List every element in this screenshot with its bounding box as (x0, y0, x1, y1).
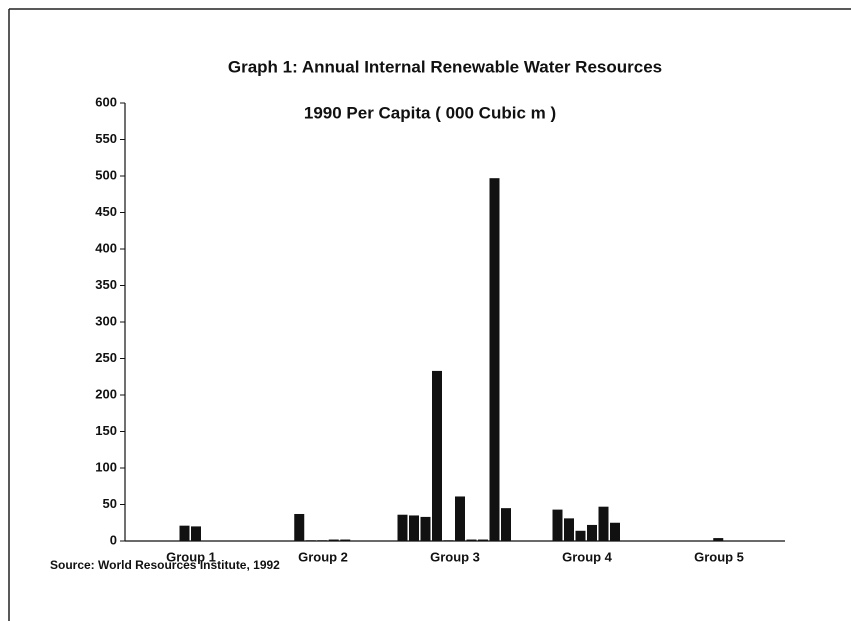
bar (443, 540, 454, 541)
bar (340, 539, 351, 541)
x-tick-label: Group 3 (430, 549, 480, 564)
bar (564, 518, 574, 541)
bar (478, 539, 488, 541)
x-tick-label: Group 1 (166, 549, 216, 564)
y-tick-label: 400 (95, 240, 117, 255)
bar (409, 515, 419, 541)
bar (466, 539, 477, 541)
y-tick-label: 500 (95, 167, 117, 182)
y-tick-label: 550 (95, 131, 117, 146)
bar (598, 506, 609, 541)
bar (610, 522, 620, 541)
chart-subtitle: 1990 Per Capita ( 000 Cubic m ) (304, 103, 556, 122)
y-tick-label: 100 (95, 459, 117, 474)
source-note: Source: World Resources Institute, 1992 (50, 558, 280, 572)
bar (420, 516, 431, 541)
bar (294, 513, 305, 541)
bar (489, 178, 500, 541)
y-tick-label: 600 (95, 94, 117, 109)
chart-title: Graph 1: Annual Internal Renewable Water… (228, 57, 662, 76)
y-tick-label: 250 (95, 350, 117, 365)
y-tick-label: 450 (95, 204, 117, 219)
x-tick-label: Group 4 (562, 549, 613, 564)
bar (305, 540, 316, 541)
bar (501, 508, 511, 541)
bar (587, 524, 597, 541)
x-tick-label: Group 2 (298, 549, 348, 564)
bar (552, 509, 563, 541)
bar (191, 526, 201, 541)
y-tick-label: 0 (110, 532, 117, 547)
bar (328, 539, 339, 541)
bar (575, 530, 586, 541)
bar (455, 496, 465, 541)
y-tick-label: 150 (95, 423, 117, 438)
bar (179, 525, 190, 541)
y-tick-label: 350 (95, 277, 117, 292)
y-tick-label: 300 (95, 313, 117, 328)
bar (432, 370, 442, 541)
bar (397, 514, 408, 541)
y-tick-label: 50 (103, 496, 117, 511)
x-tick-label: Group 5 (694, 549, 744, 564)
bar (713, 538, 724, 541)
bar (317, 540, 328, 541)
y-tick-label: 200 (95, 386, 117, 401)
